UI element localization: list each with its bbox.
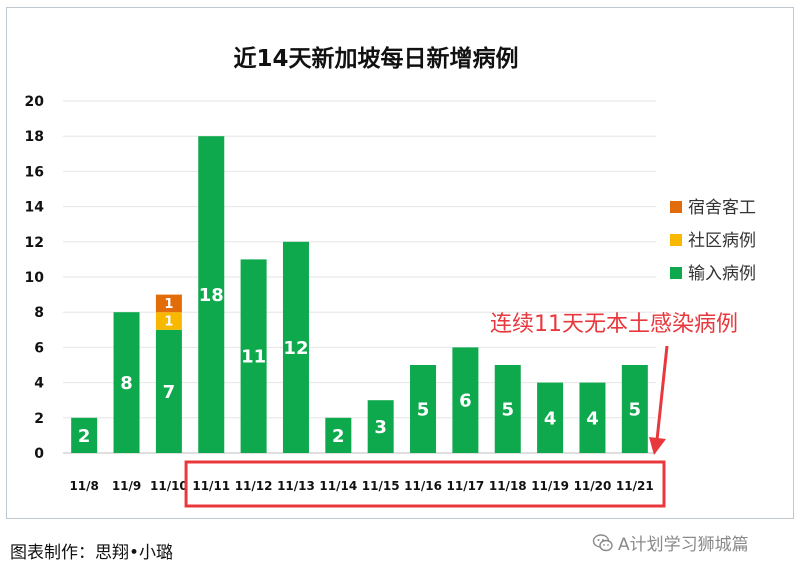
y-tick-label: 10 bbox=[25, 270, 45, 286]
bar bbox=[282, 241, 309, 453]
data-label: 1 bbox=[164, 315, 173, 330]
data-label: 6 bbox=[459, 391, 472, 412]
x-tick-label: 11/16 bbox=[404, 479, 442, 493]
x-tick-label: 11/21 bbox=[616, 479, 654, 493]
y-tick-label: 20 bbox=[25, 94, 45, 110]
legend-swatch bbox=[670, 267, 682, 279]
bar bbox=[452, 347, 479, 453]
x-tick-label: 11/8 bbox=[69, 479, 98, 493]
bar bbox=[579, 382, 606, 453]
y-tick-label: 2 bbox=[34, 411, 44, 427]
y-tick-label: 16 bbox=[25, 164, 44, 180]
legend-swatch bbox=[670, 201, 682, 213]
bar bbox=[494, 365, 521, 453]
annotation-arrow bbox=[649, 345, 669, 455]
y-tick-label: 12 bbox=[25, 235, 44, 251]
y-tick-label: 6 bbox=[34, 340, 44, 356]
data-label: 18 bbox=[199, 285, 224, 306]
x-tick-label: 11/11 bbox=[192, 479, 230, 493]
legend-label: 输入病例 bbox=[688, 264, 756, 284]
y-tick-label: 14 bbox=[25, 200, 45, 216]
x-tick-label: 11/17 bbox=[447, 479, 485, 493]
y-axis-ticks: 0 2 4 6 8 10 12 14 16 18 20 bbox=[25, 94, 45, 462]
y-tick-label: 8 bbox=[34, 305, 44, 321]
data-label: 2 bbox=[78, 426, 91, 447]
x-tick-label: 11/10 bbox=[150, 479, 188, 493]
data-label: 5 bbox=[629, 399, 642, 420]
highlight-box bbox=[184, 460, 666, 508]
watermark-text: A计划学习狮城篇 bbox=[618, 535, 749, 555]
bar bbox=[240, 259, 267, 453]
bar bbox=[325, 417, 352, 453]
x-tick-label: 11/14 bbox=[319, 479, 357, 493]
y-tick-label: 18 bbox=[25, 129, 44, 145]
legend-label: 宿舍客工 bbox=[688, 198, 756, 218]
data-label: 5 bbox=[501, 399, 514, 420]
data-label: 5 bbox=[417, 399, 430, 420]
chart-title: 近14天新加坡每日新增病例 bbox=[233, 45, 518, 72]
data-label: 2 bbox=[332, 426, 345, 447]
bar bbox=[155, 312, 182, 330]
data-label: 7 bbox=[163, 382, 176, 403]
x-tick-label: 11/19 bbox=[531, 479, 569, 493]
data-label: 12 bbox=[283, 338, 308, 359]
bar bbox=[71, 417, 98, 453]
annotation-text: 连续11天无本土感染病例 bbox=[490, 312, 738, 337]
y-tick-label: 0 bbox=[34, 446, 44, 462]
data-label: 1 bbox=[164, 297, 173, 312]
footer-credit: 图表制作：思翔•小璐 bbox=[10, 543, 174, 563]
x-tick-label: 11/13 bbox=[277, 479, 315, 493]
legend-swatch bbox=[670, 234, 682, 246]
grid-lines bbox=[63, 100, 656, 454]
data-label: 8 bbox=[120, 373, 133, 394]
bar bbox=[537, 382, 564, 453]
bar bbox=[367, 400, 394, 453]
bar bbox=[113, 312, 140, 453]
bar bbox=[155, 294, 182, 313]
data-label: 11 bbox=[241, 347, 266, 368]
x-tick-label: 11/20 bbox=[574, 479, 612, 493]
bar bbox=[621, 365, 648, 453]
x-tick-label: 11/9 bbox=[112, 479, 141, 493]
legend-label: 社区病例 bbox=[688, 231, 756, 251]
data-label: 4 bbox=[544, 408, 557, 429]
y-tick-label: 4 bbox=[34, 376, 44, 392]
x-axis-ticks: 11/8 11/9 11/10 11/11 11/12 11/13 11/14 11/15 11… bbox=[69, 479, 653, 493]
x-tick-label: 11/18 bbox=[489, 479, 527, 493]
bar bbox=[155, 329, 182, 453]
bar bbox=[410, 365, 437, 453]
x-tick-label: 11/12 bbox=[235, 479, 273, 493]
watermark: A计划学习狮城篇 bbox=[592, 530, 749, 555]
bar bbox=[198, 136, 225, 453]
x-tick-label: 11/15 bbox=[362, 479, 400, 493]
data-label: 4 bbox=[586, 408, 599, 429]
data-label: 3 bbox=[374, 417, 387, 438]
wechat-icon bbox=[592, 533, 613, 551]
